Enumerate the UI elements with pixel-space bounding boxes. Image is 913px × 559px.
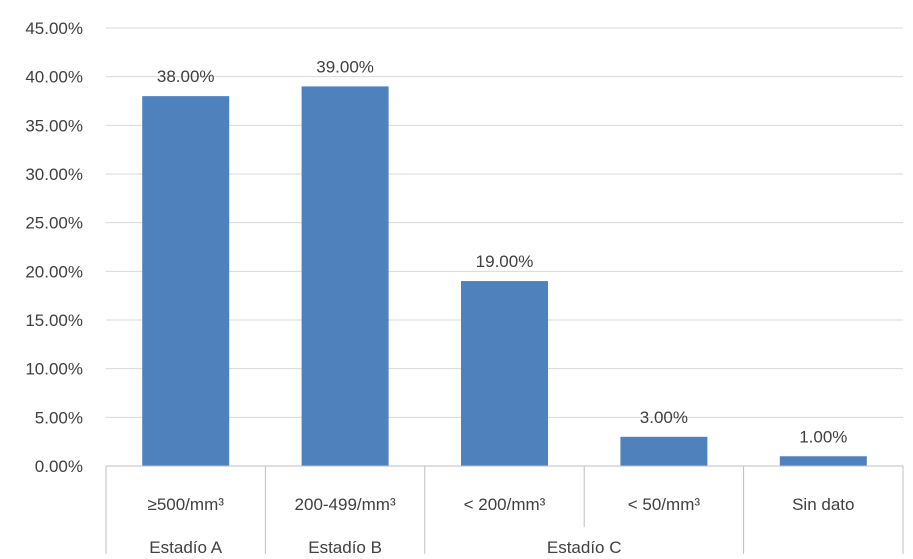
y-tick-label: 25.00% — [25, 214, 83, 233]
bar — [461, 281, 548, 466]
data-label: 38.00% — [157, 67, 215, 86]
x-tick-label: 200-499/mm³ — [295, 495, 396, 514]
bar — [142, 96, 230, 466]
y-tick-label: 45.00% — [25, 19, 83, 38]
x-group-label: Estadío A — [149, 538, 222, 554]
y-tick-label: 35.00% — [25, 116, 83, 135]
x-tick-label: < 200/mm³ — [464, 495, 546, 514]
y-tick-label: 0.00% — [35, 457, 83, 476]
y-tick-label: 10.00% — [25, 360, 83, 379]
x-tick-label: Sin dato — [792, 495, 854, 514]
y-tick-label: 30.00% — [25, 165, 83, 184]
y-tick-label: 20.00% — [25, 262, 83, 281]
bars — [142, 86, 867, 467]
grid-lines — [106, 27, 903, 418]
data-label: 19.00% — [476, 252, 534, 271]
data-label: 3.00% — [640, 408, 688, 427]
y-tick-label: 15.00% — [25, 311, 83, 330]
bar — [620, 436, 708, 466]
y-tick-label: 40.00% — [25, 68, 83, 87]
bar — [779, 456, 867, 466]
x-group-label: Estadío C — [547, 538, 622, 554]
y-axis: 0.00% 5.00% 10.00% 15.00% 20.00% 25.00% 30.00%… — [25, 19, 83, 476]
data-label: 39.00% — [316, 57, 374, 76]
x-group-label: Estadío B — [308, 538, 382, 554]
x-axis: ≥500/mm³ 200-499/mm³ < 200/mm³ < 50/mm³ Sin … — [105, 465, 904, 557]
data-labels: 38.00% 39.00% 19.00% 3.00% 1.00% — [157, 57, 848, 446]
x-tick-label: ≥500/mm³ — [147, 495, 224, 514]
x-tick-label: < 50/mm³ — [628, 495, 701, 514]
data-label: 1.00% — [799, 427, 847, 446]
y-tick-label: 5.00% — [35, 408, 83, 427]
bar — [301, 86, 389, 467]
